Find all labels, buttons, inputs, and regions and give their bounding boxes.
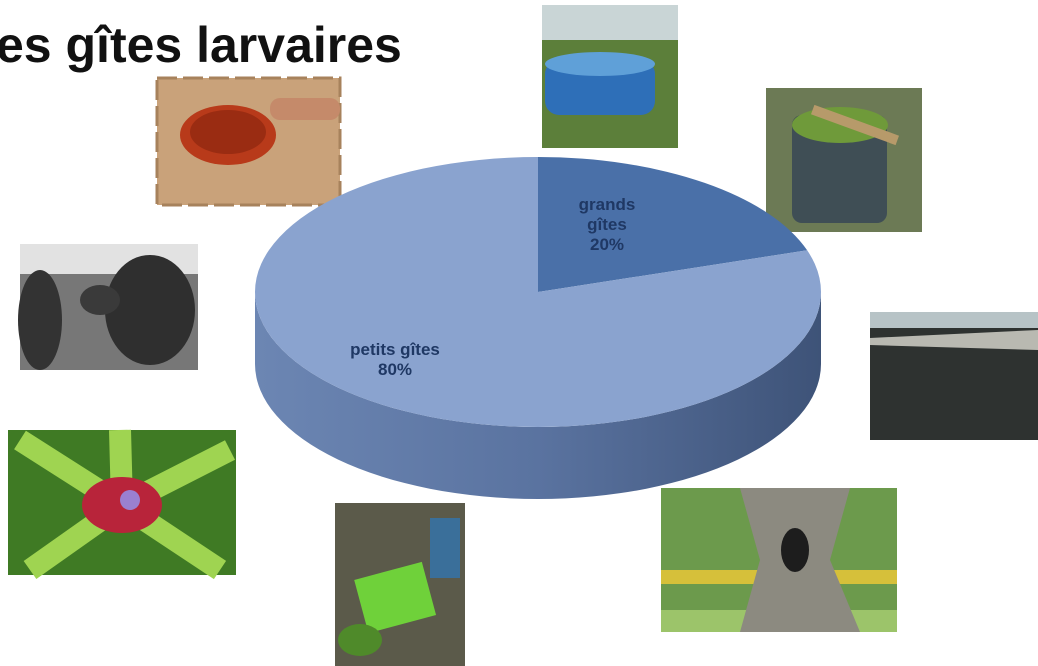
slide: es gîtes larvaires xyxy=(0,0,1038,666)
photo-pool xyxy=(542,5,678,148)
value-label: 80% xyxy=(330,360,460,380)
photo-tires xyxy=(18,244,198,370)
photo-tree xyxy=(661,488,897,632)
photo-bromeliad xyxy=(8,430,236,575)
photo-pot xyxy=(335,503,465,666)
category-label: grands gîtes xyxy=(566,195,648,235)
value-label: 20% xyxy=(566,235,648,255)
photo-gutter xyxy=(870,312,1038,440)
photo-barrel xyxy=(766,88,922,232)
category-label: petits gîtes xyxy=(330,340,460,360)
photo-basin xyxy=(157,78,340,205)
slide-title: es gîtes larvaires xyxy=(0,17,402,73)
